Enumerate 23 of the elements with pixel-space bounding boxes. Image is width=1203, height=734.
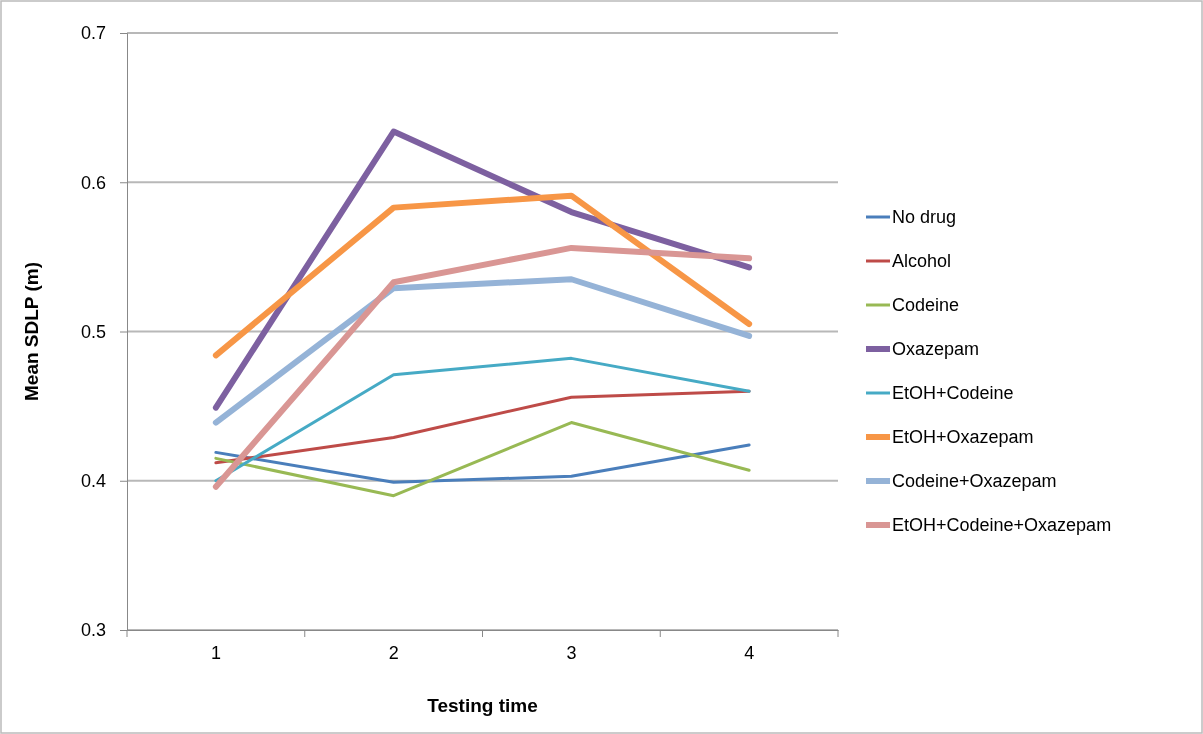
- x-tick-label: 1: [210, 642, 221, 663]
- line-series: [214, 443, 751, 484]
- x-tick-label: 3: [566, 642, 577, 663]
- legend-label: Alcohol: [892, 251, 952, 271]
- legend-label: EtOH+Codeine: [892, 383, 1014, 403]
- y-tick-label: 0.7: [80, 23, 106, 44]
- legend-label: EtOH+Codeine+Oxazepam: [892, 515, 1112, 535]
- x-axis-title: Testing time: [427, 695, 538, 716]
- line-series: [214, 421, 751, 498]
- x-tick-label: 4: [744, 642, 755, 663]
- y-tick-label: 0.5: [80, 321, 106, 342]
- line-series: [214, 356, 751, 483]
- legend-label: Codeine+Oxazepam: [892, 471, 1057, 491]
- y-tick-label: 0.4: [80, 471, 106, 492]
- line-series: [214, 389, 751, 465]
- y-tick-label: 0.3: [80, 620, 106, 641]
- legend-label: Codeine: [892, 295, 960, 315]
- y-axis-title: Mean SDLP (m): [21, 261, 42, 402]
- legend-label: No drug: [892, 207, 957, 227]
- x-tick-label: 2: [388, 642, 399, 663]
- legend-label: EtOH+Oxazepam: [892, 427, 1034, 447]
- legend-label: Oxazepam: [892, 339, 980, 359]
- y-tick-label: 0.6: [80, 172, 106, 193]
